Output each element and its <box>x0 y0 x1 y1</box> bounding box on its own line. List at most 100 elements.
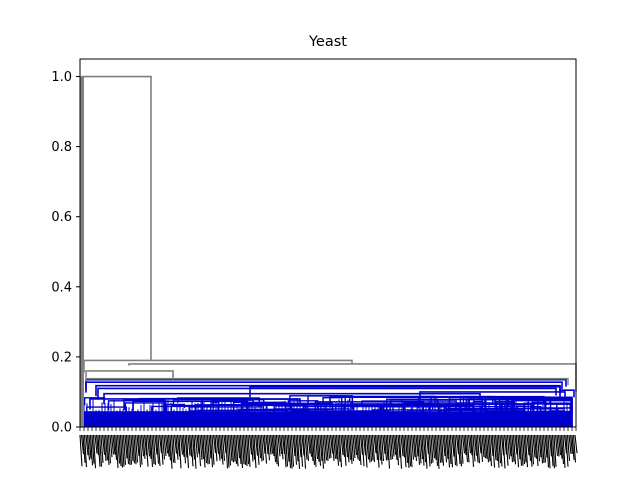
leaf-label-mark <box>398 434 403 469</box>
leaf-label-mark <box>142 434 146 460</box>
leaf-label-mark <box>209 434 214 468</box>
leaf-label-mark <box>104 434 109 461</box>
leaf-label-mark <box>380 434 385 462</box>
leaf-label-mark <box>268 434 272 455</box>
leaf-label-mark <box>470 434 475 467</box>
leaf-label-mark <box>113 434 118 460</box>
leaf-label-mark <box>281 434 286 455</box>
leaf-label-mark <box>79 434 83 467</box>
leaf-label-mark <box>86 434 91 461</box>
leaf-label-mark <box>488 434 493 467</box>
leaf-label-mark <box>182 434 187 464</box>
leaf-label-mark <box>374 434 379 460</box>
leaf-label-mark <box>253 434 257 469</box>
leaf-label-mark <box>419 434 424 460</box>
leaf-label-mark <box>202 434 206 468</box>
cluster-merge-link <box>89 398 301 410</box>
leaf-label-mark <box>284 434 289 467</box>
leaf-label-mark <box>511 434 515 462</box>
cluster-link <box>132 400 249 414</box>
leaf-label-mark <box>383 434 388 461</box>
cluster-link <box>287 400 319 412</box>
y-tick-label: 0.2 <box>51 350 72 365</box>
leaf-label-mark <box>551 434 556 469</box>
leaf-label-mark <box>137 434 142 468</box>
leaf-label-mark <box>230 434 235 463</box>
leaf-label-mark <box>256 434 260 465</box>
leaf-label-mark <box>343 434 347 466</box>
leaf-label-mark <box>509 434 514 463</box>
leaf-label-mark <box>118 434 122 467</box>
leaf-label-mark <box>386 434 391 469</box>
leaf-label-mark <box>296 434 301 469</box>
leaf-label-mark <box>541 434 545 464</box>
leaf-label-mark <box>422 434 427 463</box>
leaf-label-mark <box>220 434 224 465</box>
leaf-label-mark <box>166 434 170 457</box>
leaf-label-mark <box>295 434 299 462</box>
leaf-label-mark <box>392 434 397 455</box>
leaf-label-mark <box>316 434 320 462</box>
leaf-label-mark <box>229 434 233 462</box>
leaf-label-mark <box>217 434 221 461</box>
leaf-label-mark <box>239 434 244 469</box>
leaf-label-mark <box>542 434 547 463</box>
leaf-label-mark <box>200 434 205 459</box>
leaf-label-mark <box>190 434 194 467</box>
leaf-label-mark <box>574 434 578 454</box>
leaf-label-mark <box>554 434 559 456</box>
leaf-label-mark <box>487 434 491 462</box>
leaf-label-mark <box>275 434 280 467</box>
leaf-label-mark <box>157 434 161 466</box>
cluster-link <box>454 403 462 415</box>
leaf-label-mark <box>527 434 532 461</box>
leaf-label-mark <box>410 434 415 460</box>
leaf-label-mark <box>475 434 479 463</box>
cluster-mass <box>84 411 572 427</box>
leaf-label-mark <box>445 434 449 460</box>
leaf-label-mark <box>244 434 248 467</box>
leaf-label-mark <box>356 434 361 462</box>
cluster-merge-link <box>85 381 563 393</box>
leaf-label-mark <box>134 434 139 463</box>
chart-title: Yeast <box>309 34 347 50</box>
leaf-label-mark <box>211 434 215 465</box>
leaf-label-mark <box>286 434 290 462</box>
leaf-label-mark <box>376 434 380 468</box>
leaf-label-mark <box>263 434 268 464</box>
leaf-label-mark <box>520 434 524 466</box>
leaf-label-mark <box>448 434 452 465</box>
leaf-label-mark <box>292 434 296 457</box>
leaf-label-mark <box>482 434 487 459</box>
leaf-label-mark <box>110 434 115 455</box>
leaf-label-mark <box>499 434 503 467</box>
leaf-label-mark <box>161 434 166 460</box>
leaf-label-mark <box>424 434 428 469</box>
leaf-label-mark <box>92 434 97 469</box>
leaf-label-mark <box>128 434 133 465</box>
leaf-label-mark <box>265 434 269 455</box>
leaf-label-mark <box>478 434 482 454</box>
leaf-label-mark <box>91 434 95 464</box>
leaf-label-mark <box>385 434 389 461</box>
leaf-label-mark <box>433 434 437 460</box>
leaf-label-mark <box>428 434 433 464</box>
leaf-label-mark <box>130 434 134 462</box>
leaf-label-mark <box>571 434 575 460</box>
leaf-label-mark <box>563 434 568 454</box>
leaf-label-mark <box>89 434 94 466</box>
leaf-label-mark <box>485 434 490 463</box>
leaf-label-mark <box>194 434 199 458</box>
leaf-label-mark <box>145 434 149 467</box>
leaf-label-mark <box>175 434 179 460</box>
leaf-label-mark <box>143 434 148 456</box>
leaf-label-mark <box>359 434 364 455</box>
leaf-label-mark <box>221 434 226 461</box>
leaf-label-mark <box>460 434 464 464</box>
leaf-label-mark <box>115 434 119 469</box>
leaf-label-mark <box>185 434 190 469</box>
leaf-label-mark <box>508 434 512 457</box>
leaf-label-mark <box>127 434 131 466</box>
leaf-label-mark <box>421 434 425 466</box>
leaf-label-mark <box>484 434 488 459</box>
